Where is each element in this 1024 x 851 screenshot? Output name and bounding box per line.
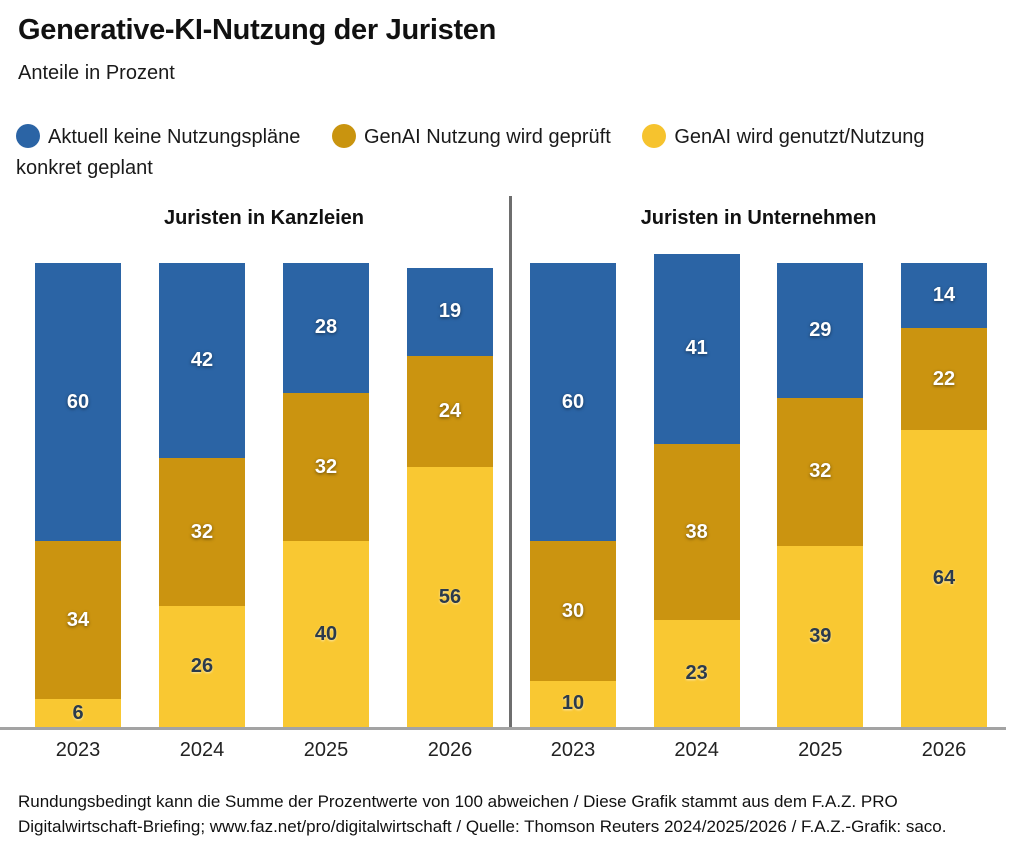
- stacked-bar: 41 38 23: [653, 253, 740, 727]
- legend-dot-yellow-icon: [642, 124, 667, 148]
- value-label: 56: [438, 585, 462, 608]
- value-label: 32: [809, 460, 832, 483]
- stacked-bar: 60 30 10: [530, 263, 616, 727]
- value-label: 6: [72, 701, 84, 724]
- x-axis-label: 2026: [921, 739, 967, 761]
- value-label: 23: [685, 662, 708, 685]
- chart-legend: Aktuell keine Nutzungspläne GenAI Nutzun…: [16, 122, 984, 184]
- bar-segment: 14: [900, 263, 987, 328]
- value-label: 32: [190, 520, 214, 543]
- value-label: 60: [561, 390, 585, 413]
- bar-segment: 32: [283, 392, 369, 542]
- chart-subtitle: Anteile in Prozent: [18, 62, 175, 84]
- value-label: 60: [66, 390, 90, 413]
- bar-segment: 10: [530, 680, 616, 727]
- bar-segment: 34: [35, 541, 121, 700]
- x-axis-label: 2023: [55, 739, 101, 761]
- legend-dot-gold-icon: [331, 124, 356, 148]
- stacked-bar: 19 24 56: [407, 267, 493, 727]
- bar-segment: 24: [407, 355, 493, 468]
- bar-segment: 56: [407, 467, 493, 727]
- bar-segment: 28: [283, 263, 369, 393]
- bar-segment: 60: [530, 263, 616, 542]
- bar-segment: 39: [777, 546, 864, 727]
- bar-segment: 30: [530, 541, 616, 681]
- group-header-kanzleien: Juristen in Kanzleien: [163, 207, 365, 229]
- x-axis-label: 2024: [674, 739, 719, 761]
- value-label: 10: [561, 692, 585, 715]
- value-label: 39: [809, 625, 832, 648]
- bar-segment: 6: [35, 699, 121, 727]
- stacked-bar: 29 32 39: [777, 263, 864, 727]
- legend-label: GenAI wird genutzt/Nutzung konkret gepla…: [16, 126, 925, 179]
- x-axis-label: 2025: [798, 739, 843, 761]
- source-note: Rundungsbedingt kann die Summe der Proze…: [18, 789, 1018, 839]
- stacked-bar: 28 32 40: [283, 263, 369, 727]
- source-note-line1: Rundungsbedingt kann die Summe der Proze…: [18, 792, 898, 811]
- x-axis-label: 2024: [179, 739, 225, 761]
- bar-segment: 32: [159, 457, 245, 607]
- stacked-bar: 42 32 26: [159, 263, 245, 727]
- legend-item-keine-plaene: Aktuell keine Nutzungspläne: [16, 124, 301, 148]
- value-label: 40: [314, 622, 338, 645]
- bar-segment: 40: [283, 541, 369, 727]
- x-axis-label: 2023: [550, 739, 596, 761]
- x-axis-label: 2026: [427, 739, 473, 761]
- value-label: 42: [190, 348, 214, 371]
- x-axis-baseline: [0, 727, 1006, 730]
- group-header-unternehmen: Juristen in Unternehmen: [640, 207, 877, 229]
- value-label: 38: [685, 520, 708, 543]
- value-label: 29: [809, 318, 832, 341]
- value-label: 30: [561, 599, 585, 622]
- value-label: 32: [314, 455, 338, 478]
- bar-segment: 42: [159, 263, 245, 458]
- bar-segment: 60: [35, 263, 121, 542]
- value-label: 26: [190, 655, 214, 678]
- value-label: 14: [932, 283, 956, 306]
- legend-item-geprueft: GenAI Nutzung wird geprüft: [331, 124, 611, 148]
- page-title: Generative-KI-Nutzung der Juristen: [18, 14, 497, 46]
- legend-label: GenAI Nutzung wird geprüft: [363, 126, 611, 148]
- bar-segment: 41: [653, 253, 740, 444]
- value-label: 64: [932, 567, 956, 590]
- bar-segment: 32: [777, 397, 864, 547]
- value-label: 34: [66, 608, 90, 631]
- legend-label: Aktuell keine Nutzungspläne: [48, 126, 301, 148]
- years-0: 2023 2024 2025 2026: [35, 739, 493, 762]
- value-label: 41: [685, 337, 708, 360]
- legend-dot-blue-icon: [16, 124, 40, 148]
- source-note-line2: Digitalwirtschaft-Briefing; www.faz.net/…: [18, 817, 947, 836]
- bar-segment: 38: [653, 443, 740, 621]
- bars-0: 60 34 6 42 32 26 28 32 40 19 24 56: [35, 263, 493, 727]
- stacked-bar: 14 22 64: [900, 263, 987, 727]
- stacked-bar: 60 34 6: [35, 263, 121, 727]
- bar-segment: 22: [900, 327, 987, 431]
- legend-item-genutzt: GenAI wird genutzt/Nutzung konkret gepla…: [16, 124, 925, 179]
- x-axis-label: 2025: [303, 739, 349, 761]
- group-divider-line: [509, 196, 512, 730]
- value-label: 19: [438, 300, 462, 323]
- years-1: 2023 2024 2025 2026: [530, 739, 987, 762]
- value-label: 24: [438, 399, 462, 422]
- bar-segment: 26: [159, 606, 245, 727]
- bar-segment: 19: [407, 267, 493, 356]
- bar-segment: 23: [653, 620, 740, 727]
- bar-segment: 29: [777, 263, 864, 398]
- bars-1: 60 30 10 41 38 23 29 32 39 14 22 64: [530, 253, 987, 727]
- value-label: 22: [932, 367, 956, 390]
- value-label: 28: [314, 316, 338, 339]
- bar-segment: 64: [900, 430, 987, 727]
